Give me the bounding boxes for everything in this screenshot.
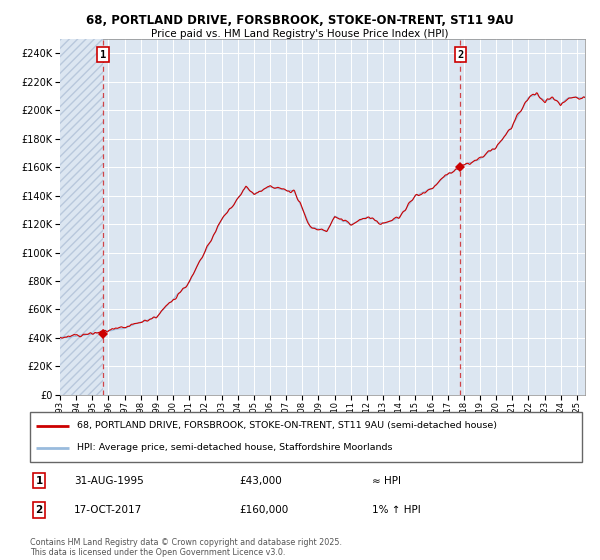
Text: 68, PORTLAND DRIVE, FORSBROOK, STOKE-ON-TRENT, ST11 9AU (semi-detached house): 68, PORTLAND DRIVE, FORSBROOK, STOKE-ON-… (77, 421, 497, 430)
Text: ≈ HPI: ≈ HPI (372, 475, 401, 486)
Bar (60, 39, 103, 395)
Text: £160,000: £160,000 (240, 505, 289, 515)
Text: 31-AUG-1995: 31-AUG-1995 (74, 475, 144, 486)
Text: 1% ↑ HPI: 1% ↑ HPI (372, 505, 421, 515)
Text: 1: 1 (100, 50, 106, 60)
Text: 17-OCT-2017: 17-OCT-2017 (74, 505, 142, 515)
Text: 2: 2 (35, 505, 43, 515)
Text: 2: 2 (457, 50, 464, 60)
Text: 1: 1 (35, 475, 43, 486)
Text: £43,000: £43,000 (240, 475, 283, 486)
FancyBboxPatch shape (30, 412, 582, 462)
Text: Price paid vs. HM Land Registry's House Price Index (HPI): Price paid vs. HM Land Registry's House … (151, 29, 449, 39)
Text: 68, PORTLAND DRIVE, FORSBROOK, STOKE-ON-TRENT, ST11 9AU: 68, PORTLAND DRIVE, FORSBROOK, STOKE-ON-… (86, 14, 514, 27)
Text: Contains HM Land Registry data © Crown copyright and database right 2025.
This d: Contains HM Land Registry data © Crown c… (30, 538, 342, 557)
Text: HPI: Average price, semi-detached house, Staffordshire Moorlands: HPI: Average price, semi-detached house,… (77, 444, 392, 452)
